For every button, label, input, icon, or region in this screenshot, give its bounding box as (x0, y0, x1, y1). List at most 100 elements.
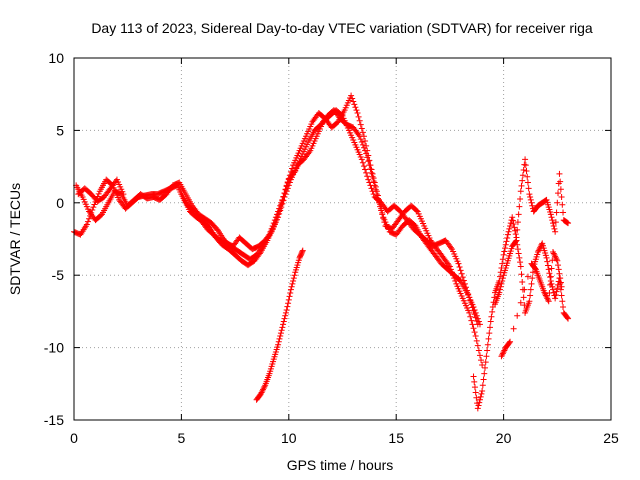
data-point-track-b (366, 162, 373, 169)
data-point-track-c (306, 149, 313, 156)
data-point-late-tracks-2 (527, 286, 534, 293)
data-point-late-tracks-2 (528, 280, 535, 287)
data-point-late-tracks (550, 222, 557, 229)
data-point-late-tracks (481, 370, 488, 377)
data-point-late-tracks (479, 382, 486, 389)
y-tick-label: -5 (52, 267, 65, 283)
data-point-track-a (356, 117, 363, 124)
data-point-steep-arc (277, 333, 284, 340)
data-point-track-a (362, 138, 369, 145)
data-point-track-b (356, 133, 363, 140)
data-point-track-c (360, 163, 367, 170)
data-point-late-tracks-2 (512, 238, 519, 245)
data-point-track-b (470, 325, 477, 332)
data-point-late-tracks-2 (554, 285, 561, 292)
data-point-late-tracks (552, 219, 559, 226)
data-point-track-c (466, 294, 473, 301)
data-point-track-c (472, 314, 479, 321)
data-point-steep-arc (299, 247, 306, 254)
data-point-late-tracks-2 (564, 314, 571, 321)
data-point-late-tracks (507, 222, 514, 229)
data-point-late-tracks-3 (506, 339, 513, 346)
data-point-track-b (447, 266, 454, 273)
data-point-track-c (279, 200, 286, 207)
data-point-late-tracks-3 (542, 291, 549, 298)
data-point-late-tracks-2 (497, 286, 504, 293)
data-point-late-tracks-3 (517, 299, 524, 306)
data-point-late-tracks-3 (544, 296, 551, 303)
data-point-steep-arc (290, 275, 297, 282)
data-point-late-tracks-3 (550, 250, 557, 257)
data-point-steep-arc (284, 303, 291, 310)
x-tick-label: 20 (496, 430, 512, 446)
y-tick-label: 10 (48, 50, 64, 66)
data-point-track-c (369, 188, 376, 195)
data-point-steep-arc (288, 283, 295, 290)
y-tick-label: -15 (44, 412, 64, 428)
data-point-late-tracks-3 (547, 281, 554, 288)
data-point-track-b (359, 141, 366, 148)
data-point-track-a (349, 95, 356, 102)
data-point-late-tracks-2 (520, 294, 527, 301)
data-point-late-tracks (499, 256, 506, 263)
data-point-track-c (277, 207, 284, 214)
data-point-track-b (380, 215, 387, 222)
data-point-steep-arc (258, 389, 265, 396)
data-point-late-tracks-3 (541, 289, 548, 296)
data-point-track-c (366, 179, 373, 186)
data-point-track-b (471, 329, 478, 336)
data-point-track-c (120, 191, 127, 198)
data-point-late-tracks-3 (543, 293, 550, 300)
data-point-late-tracks (522, 162, 529, 169)
data-point-track-b (378, 207, 385, 214)
data-point-track-b (473, 337, 480, 344)
data-point-track-b (372, 186, 379, 193)
data-point-track-a (351, 101, 358, 108)
data-point-late-tracks-2 (516, 254, 523, 261)
data-point-steep-arc (276, 335, 283, 342)
data-point-late-tracks (517, 195, 524, 202)
plot-frame (73, 57, 612, 421)
data-point-late-tracks (470, 373, 477, 380)
data-marks (71, 92, 572, 412)
data-point-late-tracks-3 (499, 351, 506, 358)
data-point-steep-arc (275, 341, 282, 348)
data-point-late-tracks (484, 341, 491, 348)
data-point-late-tracks (552, 228, 559, 235)
data-point-late-tracks (524, 179, 531, 186)
data-point-late-tracks-3 (542, 292, 549, 299)
data-point-late-tracks (499, 260, 506, 267)
data-point-track-c (370, 191, 377, 198)
data-point-late-tracks (554, 199, 561, 206)
data-point-late-tracks (518, 182, 525, 189)
data-point-track-c (280, 197, 287, 204)
data-point-late-tracks-3 (554, 257, 561, 264)
data-point-track-c (286, 179, 293, 186)
data-point-track-c (473, 318, 480, 325)
data-point-steep-arc (282, 312, 289, 319)
data-point-late-tracks-3 (552, 254, 559, 261)
data-point-track-c (267, 230, 274, 237)
y-axis-label: SDTVAR / TECUs (7, 183, 23, 295)
data-point-track-c (338, 111, 345, 118)
data-point-track-c (363, 169, 370, 176)
data-point-track-c (282, 191, 289, 198)
data-point-late-tracks-2 (526, 298, 533, 305)
x-tick-label: 5 (178, 430, 186, 446)
data-point-steep-arc (286, 293, 293, 300)
data-point-track-b (362, 147, 369, 154)
data-point-late-tracks (476, 396, 483, 403)
data-point-late-tracks (547, 211, 554, 218)
data-point-late-tracks-2 (514, 246, 521, 253)
data-point-late-tracks (486, 324, 493, 331)
data-point-late-tracks-2 (519, 278, 526, 285)
data-point-steep-arc (299, 248, 306, 255)
data-point-late-tracks (522, 156, 529, 163)
data-point-steep-arc (260, 386, 267, 393)
data-point-late-tracks (473, 394, 480, 401)
data-point-steep-arc (291, 272, 298, 279)
data-point-late-tracks-2 (550, 286, 557, 293)
data-point-late-tracks-3 (524, 273, 531, 280)
data-point-late-tracks (548, 214, 555, 221)
data-point-track-c (276, 210, 283, 217)
